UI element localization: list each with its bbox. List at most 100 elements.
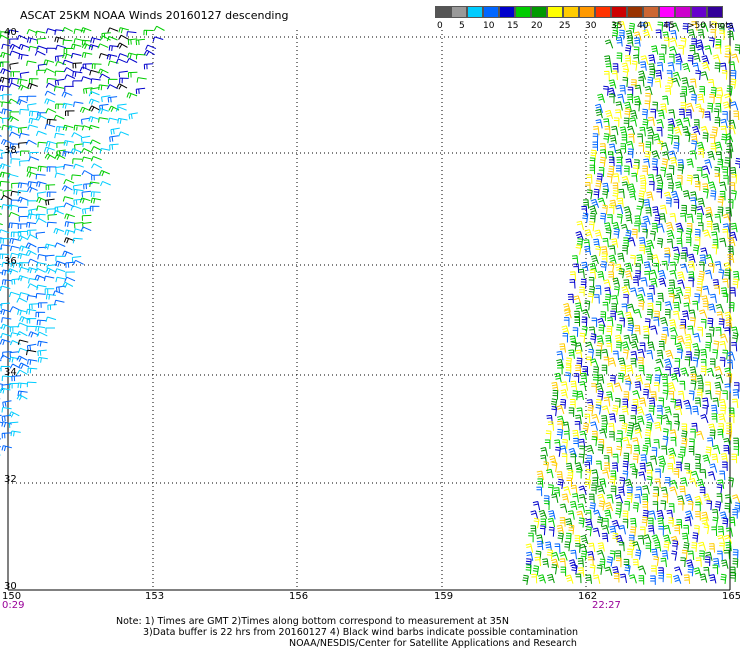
wind-barb: [689, 477, 698, 488]
wind-barb: [633, 46, 640, 57]
wind-barb: [568, 349, 575, 359]
wind-barb: [63, 67, 75, 73]
wind-barb: [17, 126, 28, 134]
wind-barb: [569, 500, 578, 511]
wind-barb: [0, 62, 3, 64]
wind-barb: [657, 517, 665, 527]
wind-barb: [663, 37, 670, 48]
wind-barb: [656, 188, 662, 199]
wind-barb: [16, 355, 28, 362]
wind-barb: [89, 139, 101, 145]
wind-barb: [690, 380, 697, 391]
wind-barb: [88, 98, 100, 105]
wind-barb: [11, 375, 21, 382]
wind-barb: [37, 340, 48, 347]
wind-barb: [625, 30, 634, 40]
wind-barb: [677, 500, 684, 511]
wind-barb: [18, 215, 29, 222]
wind-barb: [522, 574, 529, 585]
wind-barb: [0, 51, 12, 59]
wind-barb: [16, 394, 28, 401]
wind-barb: [0, 383, 3, 385]
wind-barb: [688, 309, 696, 319]
wind-barb: [26, 28, 38, 35]
wind-barb: [625, 44, 632, 56]
wind-barb: [684, 356, 691, 367]
wind-barb: [647, 116, 655, 127]
wind-barb: [652, 492, 659, 503]
wind-barb: [143, 49, 155, 57]
wind-barb: [0, 354, 12, 360]
wind-barb: [719, 511, 728, 521]
wind-barb: [726, 142, 734, 153]
wind-barb: [728, 413, 735, 424]
wind-barb: [525, 558, 532, 569]
wind-barb: [644, 437, 651, 448]
wind-barb: [717, 526, 725, 536]
wind-barb: [608, 261, 615, 273]
wind-barb: [627, 422, 635, 433]
wind-barb: [90, 191, 101, 198]
wind-barb: [711, 21, 717, 32]
wind-barb: [728, 407, 735, 418]
wind-barb: [655, 174, 664, 184]
wind-barb: [61, 91, 73, 98]
wind-barb: [619, 573, 627, 583]
wind-barb: [0, 173, 2, 175]
wind-barb: [62, 124, 74, 131]
wind-barb: [0, 285, 11, 291]
wind-barb: [26, 95, 37, 102]
wind-barb: [670, 30, 678, 40]
wind-barb: [525, 564, 532, 575]
wind-barb: [2, 400, 12, 408]
wind-barb: [27, 181, 38, 187]
wind-barb: [725, 541, 732, 552]
wind-barb: [685, 109, 692, 119]
wind-barb: [630, 358, 637, 368]
wind-barb: [1, 108, 12, 115]
wind-barb: [593, 366, 599, 377]
wind-barb: [0, 253, 10, 260]
wind-barb: [36, 262, 47, 268]
wind-barb: [532, 501, 541, 511]
wind-barb: [642, 118, 649, 129]
wind-barb: [62, 39, 73, 46]
wind-barb: [632, 502, 639, 513]
wind-barb: [618, 357, 626, 367]
wind-barb: [19, 160, 29, 167]
wind-barb: [717, 428, 724, 439]
wind-barb: [0, 229, 10, 234]
wind-barb: [567, 510, 575, 520]
wind-barb: [564, 541, 571, 552]
wind-barb: [697, 197, 705, 208]
wind-barb: [700, 22, 709, 32]
wind-barb: [622, 349, 629, 360]
wind-barb: [0, 308, 12, 315]
wind-barb: [667, 382, 676, 392]
wind-barb: [81, 52, 93, 58]
wind-barb: [664, 247, 671, 257]
wind-barb: [601, 364, 608, 375]
wind-barb: [707, 79, 715, 89]
wind-barb: [597, 444, 604, 455]
wind-barb: [0, 163, 11, 170]
wind-barb: [637, 133, 643, 144]
wind-barb: [668, 46, 678, 56]
wind-barb: [81, 42, 93, 50]
wind-barb: [651, 158, 658, 169]
wind-barb: [706, 500, 713, 511]
wind-barb: [724, 45, 732, 55]
wind-barb: [654, 374, 661, 385]
wind-barb: [713, 558, 720, 568]
wind-barb: [723, 93, 733, 103]
wind-barb: [687, 550, 695, 561]
wind-barb: [624, 262, 633, 273]
wind-barb: [662, 31, 670, 41]
wind-barb: [1, 407, 12, 413]
wind-barb: [690, 428, 696, 439]
wind-barb: [733, 437, 740, 448]
wind-barb: [35, 173, 46, 180]
wind-barb: [0, 338, 11, 346]
wind-barb: [573, 373, 580, 383]
wind-barb: [655, 69, 662, 80]
